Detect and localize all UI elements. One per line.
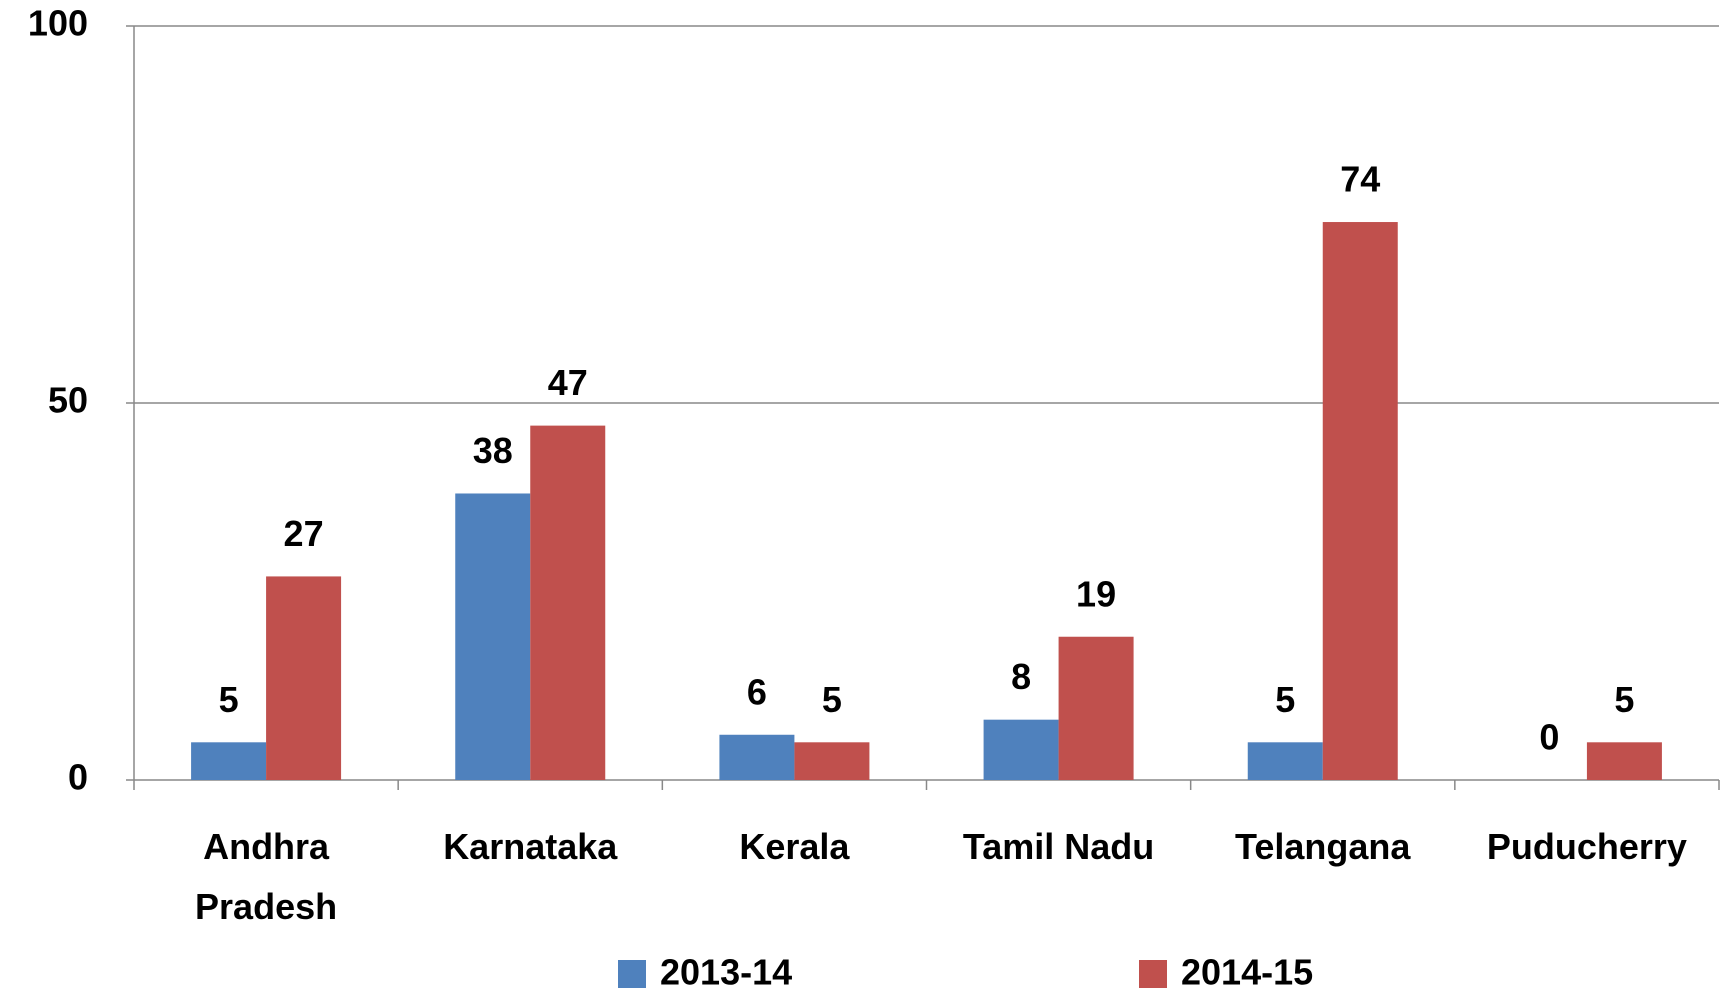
legend-swatch: [618, 960, 646, 988]
y-tick-label: 0: [68, 757, 88, 798]
x-tick-label: Andhra Pradesh: [195, 826, 338, 927]
data-label: 47: [548, 362, 588, 403]
x-tick-label: Puducherry: [1486, 826, 1687, 867]
data-label: 19: [1076, 573, 1116, 614]
bar: [530, 425, 606, 780]
data-label: 5: [1275, 679, 1295, 720]
y-tick-label: 50: [48, 380, 88, 421]
bar: [983, 719, 1059, 780]
bar: [266, 576, 342, 780]
bar: [191, 742, 267, 780]
data-label: 38: [473, 430, 513, 471]
x-tick-label: Telangana: [1235, 826, 1411, 867]
bar: [455, 493, 531, 780]
data-label: 5: [1614, 679, 1634, 720]
x-tick-label: Karnataka: [443, 826, 618, 867]
legend-swatch: [1139, 960, 1167, 988]
bar: [719, 734, 795, 780]
data-label: 0: [1539, 717, 1559, 758]
legend-label: 2014-15: [1181, 952, 1313, 993]
data-label: 6: [747, 671, 767, 712]
data-label: 5: [822, 679, 842, 720]
x-tick-label: Kerala: [739, 826, 850, 867]
bar: [1322, 222, 1398, 781]
legend-label: 2013-14: [660, 952, 792, 993]
bar: [1586, 742, 1662, 780]
y-tick-label: 100: [28, 3, 88, 44]
bar: [794, 742, 870, 780]
bar: [1247, 742, 1323, 780]
bar: [1058, 636, 1134, 780]
data-label: 74: [1340, 159, 1380, 200]
x-tick-label: Tamil Nadu: [962, 826, 1155, 867]
data-label: 8: [1011, 656, 1031, 697]
data-label: 5: [219, 679, 239, 720]
data-label: 27: [284, 513, 324, 554]
